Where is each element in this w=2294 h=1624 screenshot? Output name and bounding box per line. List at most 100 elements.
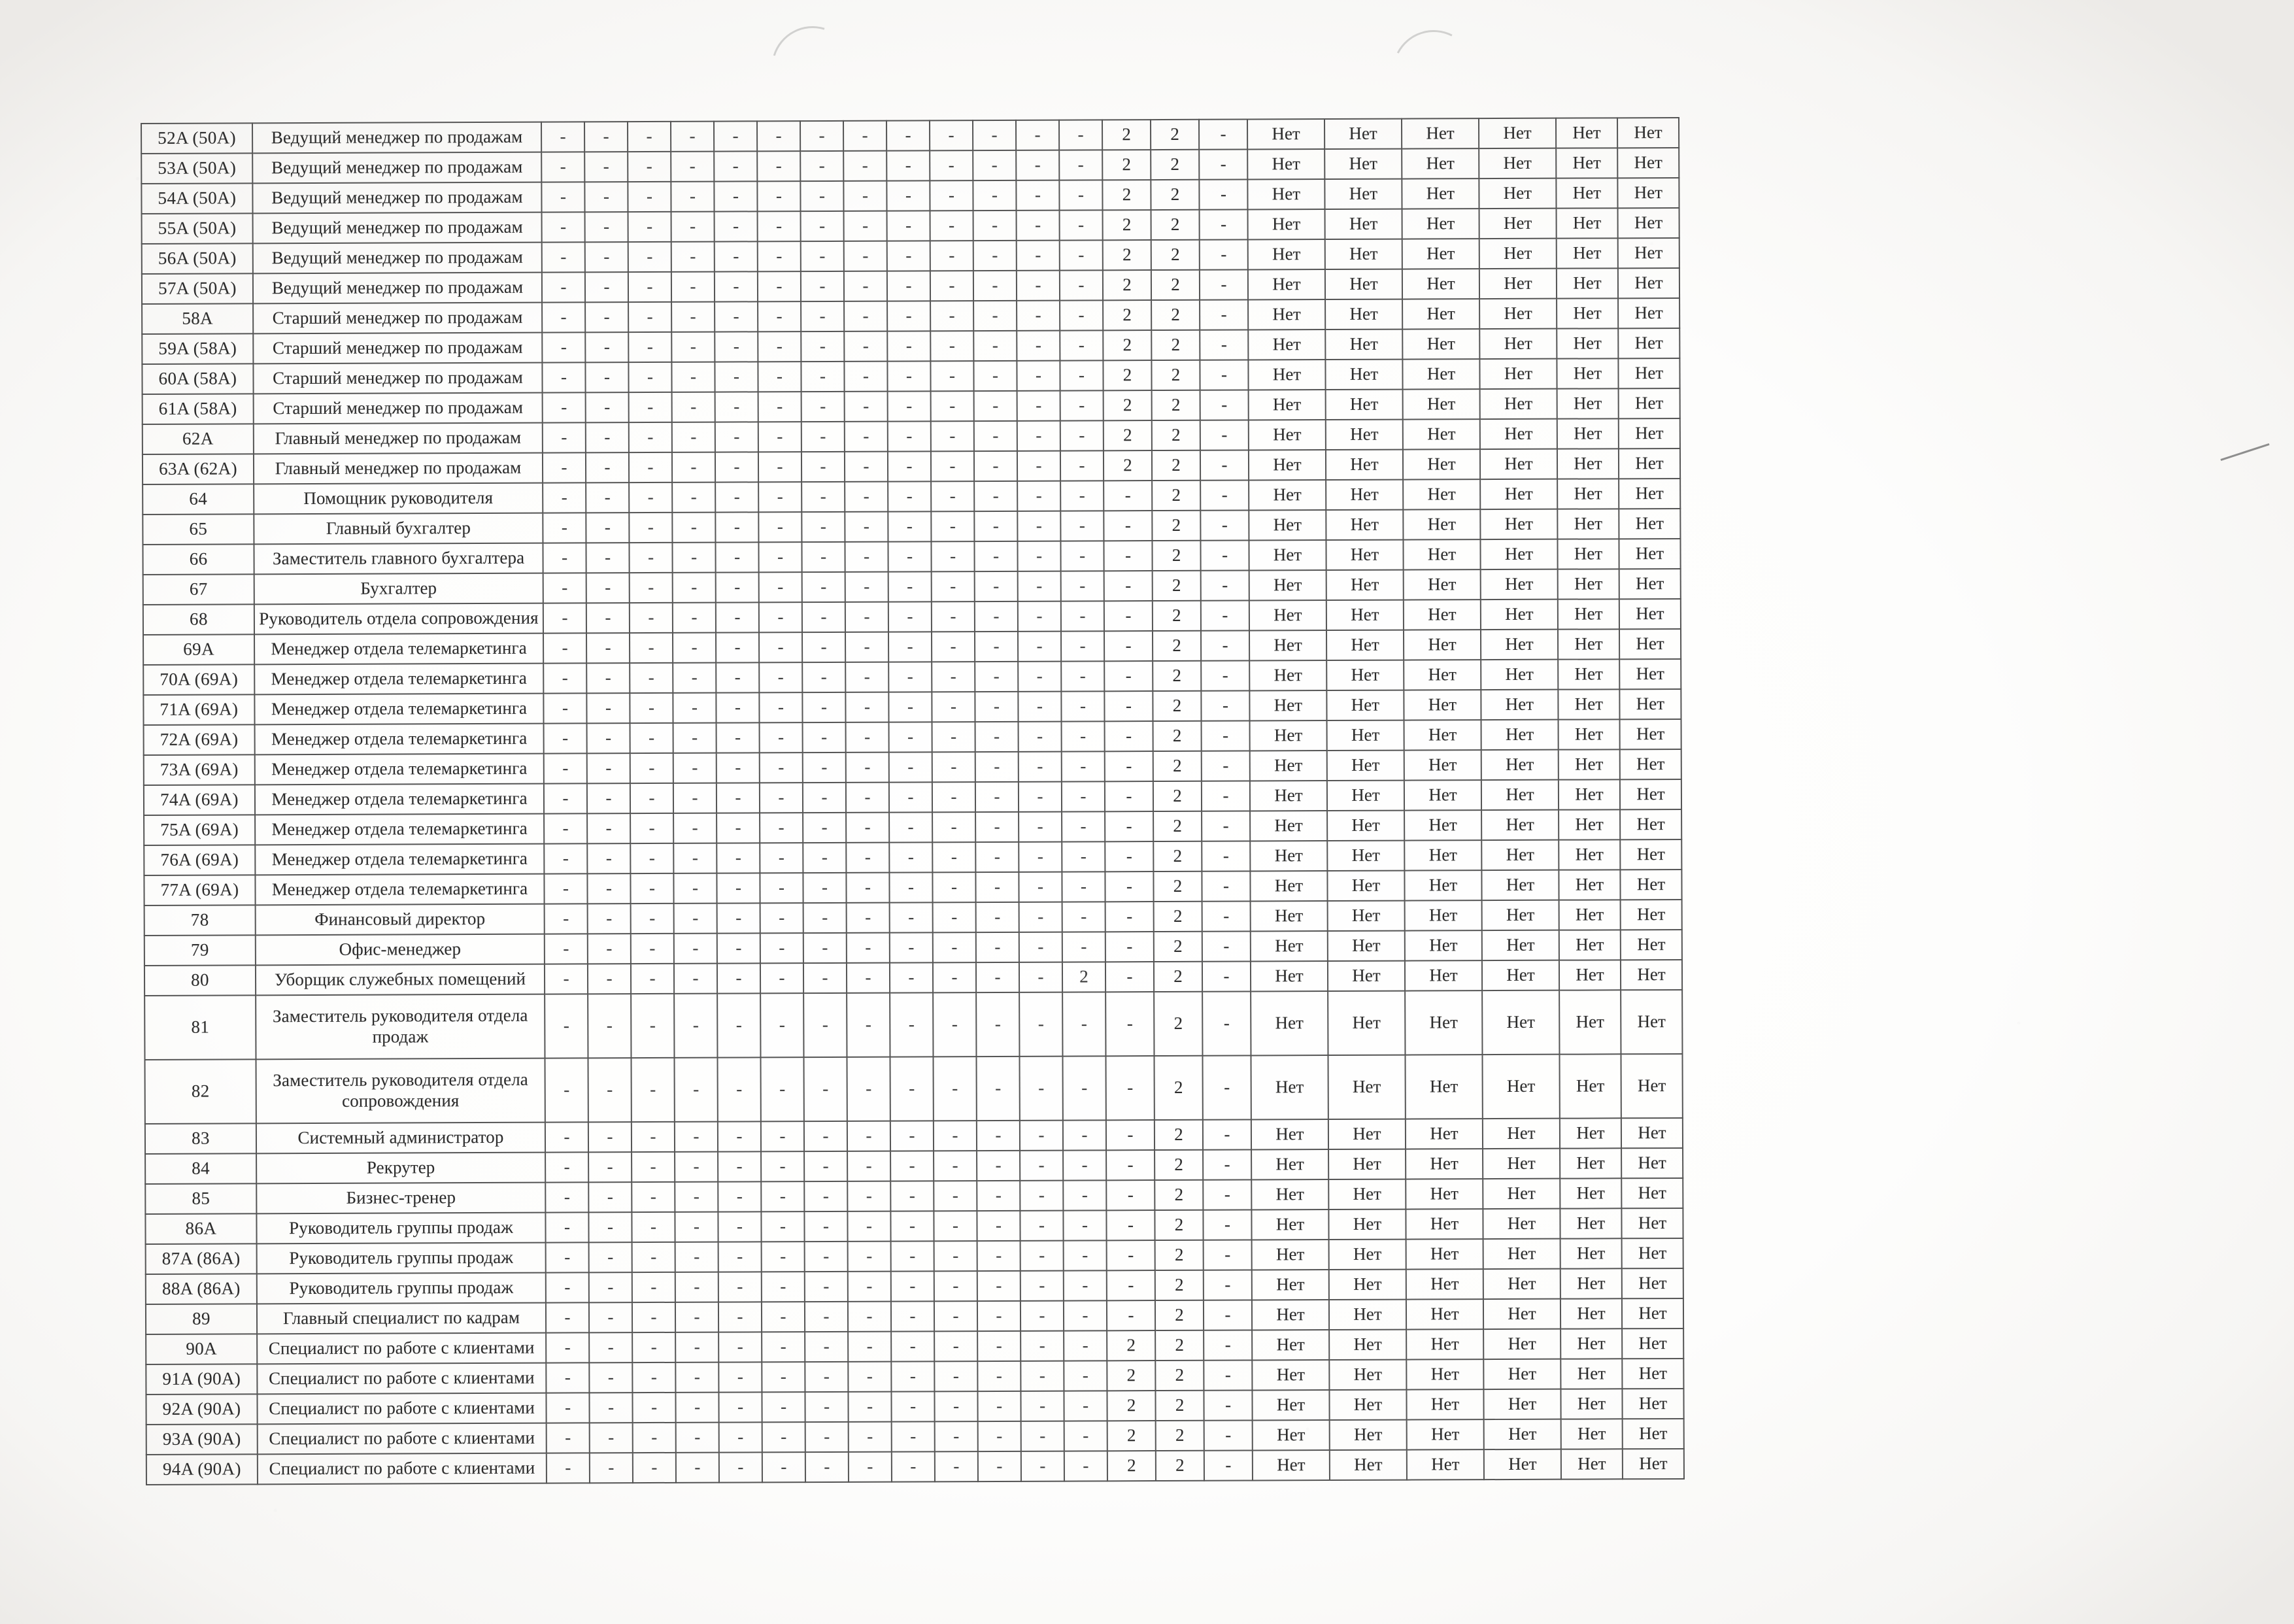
cell-dash: -: [890, 992, 934, 1057]
cell-count: 2: [1155, 1179, 1204, 1211]
cell-no-flag: Нет: [1618, 358, 1680, 389]
cell-count: 2: [1107, 1330, 1156, 1361]
cell-dash: -: [588, 1242, 632, 1273]
cell-count: -: [1202, 1119, 1252, 1150]
cell-dash: -: [1060, 631, 1105, 662]
cell-dash: -: [629, 482, 673, 513]
cell-dash: -: [1060, 300, 1104, 331]
cell-no-flag: Нет: [1558, 749, 1620, 780]
cell-no-flag: Нет: [1326, 509, 1404, 541]
cell-position-title: Бухгалтер: [254, 573, 543, 605]
cell-dash: -: [800, 271, 845, 302]
cell-dash: -: [671, 392, 715, 422]
cell-dash: -: [718, 1272, 762, 1302]
cell-dash: -: [586, 783, 631, 814]
cell-no-flag: Нет: [1557, 328, 1619, 359]
cell-dash: -: [887, 421, 931, 452]
cell-dash: -: [714, 211, 758, 242]
cell-position-title: Старший менеджер по продажам: [253, 332, 543, 364]
cell-position-title: Бизнес-тренер: [256, 1182, 546, 1214]
cell-dash: -: [714, 241, 758, 272]
cell-dash: -: [1016, 180, 1060, 211]
cell-dash: -: [848, 1391, 892, 1422]
cell-dash: -: [715, 572, 759, 603]
cell-dash: -: [843, 241, 887, 271]
cell-no-flag: Нет: [1328, 1239, 1406, 1270]
cell-no-flag: Нет: [1622, 1358, 1684, 1389]
cell-dash: -: [1059, 270, 1104, 301]
cell-dash: -: [541, 122, 585, 152]
cell-no-flag: Нет: [1403, 600, 1481, 630]
cell-no-flag: Нет: [1557, 298, 1619, 329]
cell-no-flag: Нет: [1402, 359, 1480, 390]
cell-no-flag: Нет: [1251, 1179, 1329, 1210]
cell-count: -: [1200, 570, 1249, 601]
cell-dash: -: [715, 422, 758, 452]
cell-count: -: [1105, 871, 1154, 902]
cell-dash: -: [761, 1242, 805, 1272]
cell-no-flag: Нет: [1405, 990, 1483, 1055]
cell-position-number: 58A: [142, 303, 254, 334]
cell-dash: -: [632, 1392, 676, 1423]
cell-dash: -: [889, 932, 933, 963]
cell-dash: -: [543, 633, 587, 664]
cell-no-flag: Нет: [1252, 1360, 1330, 1391]
cell-count: -: [1201, 720, 1250, 751]
cell-position-title: Менеджер отдела телемаркетинга: [254, 633, 544, 665]
cell-count: -: [1201, 660, 1250, 691]
cell-dash: -: [760, 933, 803, 964]
cell-dash: -: [933, 1057, 977, 1121]
cell-dash: -: [1020, 1150, 1064, 1181]
cell-dash: -: [1059, 150, 1103, 180]
cell-dash: -: [629, 542, 673, 573]
cell-no-flag: Нет: [1406, 1209, 1483, 1240]
cell-dash: -: [673, 692, 717, 723]
cell-dash: -: [587, 934, 631, 964]
cell-no-flag: Нет: [1620, 929, 1682, 960]
cell-no-flag: Нет: [1402, 299, 1480, 330]
cell-dash: -: [977, 1391, 1021, 1422]
cell-dash: -: [674, 1121, 718, 1152]
cell-no-flag: Нет: [1560, 1298, 1623, 1329]
cell-count: -: [1104, 751, 1153, 782]
cell-dash: -: [1063, 1270, 1107, 1301]
cell-no-flag: Нет: [1404, 810, 1482, 841]
cell-dash: -: [584, 122, 628, 152]
cell-dash: -: [886, 120, 930, 151]
cell-dash: -: [588, 1058, 632, 1123]
cell-no-flag: Нет: [1620, 899, 1682, 930]
cell-dash: -: [803, 872, 847, 904]
cell-no-flag: Нет: [1326, 690, 1404, 721]
cell-no-flag: Нет: [1402, 329, 1480, 360]
cell-dash: -: [1018, 661, 1062, 692]
cell-position-number: 52A (50A): [141, 123, 253, 154]
cell-no-flag: Нет: [1560, 1359, 1623, 1389]
cell-dash: -: [671, 181, 715, 212]
cell-dash: -: [975, 962, 1020, 993]
cell-dash: -: [716, 783, 760, 813]
cell-dash: -: [972, 120, 1017, 151]
cell-dash: -: [588, 1152, 632, 1183]
cell-position-title: Специалист по работе с клиентами: [257, 1393, 547, 1425]
cell-count: 2: [1153, 811, 1202, 842]
cell-dash: -: [757, 211, 801, 242]
cell-dash: -: [630, 933, 674, 964]
cell-no-flag: Нет: [1403, 569, 1481, 600]
cell-count: 2: [1153, 931, 1202, 962]
cell-dash: -: [628, 301, 672, 333]
cell-dash: -: [891, 1391, 935, 1422]
cell-no-flag: Нет: [1559, 960, 1621, 990]
cell-dash: -: [672, 512, 716, 543]
cell-dash: -: [1062, 811, 1105, 842]
cell-position-number: 59A (58A): [142, 333, 254, 364]
cell-no-flag: Нет: [1481, 930, 1559, 961]
cell-count: 2: [1102, 150, 1151, 180]
cell-dash: -: [931, 511, 975, 542]
cell-dash: -: [717, 1121, 762, 1152]
cell-no-flag: Нет: [1402, 178, 1479, 209]
staffing-table-body: 52A (50A) Ведущий менеджер по продажам - - -…: [141, 117, 1684, 1485]
cell-dash: -: [1017, 511, 1061, 541]
cell-dash: -: [976, 992, 1020, 1057]
cell-position-number: 79: [144, 935, 256, 966]
cell-dash: -: [843, 150, 887, 181]
